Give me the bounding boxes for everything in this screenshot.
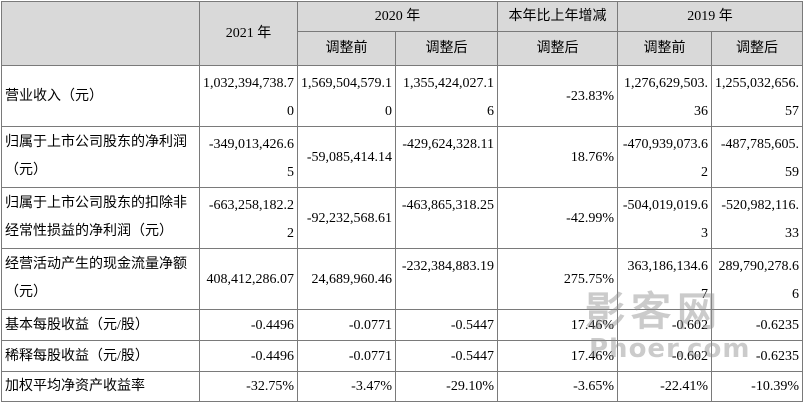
- header-change: 本年比上年增减: [497, 1, 618, 32]
- cell-2021: -663,258,182.22: [199, 187, 298, 249]
- table-row: 加权平均净资产收益率 -32.75% -3.47% -29.10% -3.65%…: [1, 371, 803, 402]
- cell-change: 275.75%: [497, 248, 618, 310]
- row-label: 营业收入（元）: [1, 65, 200, 127]
- cell-change: -42.99%: [497, 187, 618, 249]
- cell-2019-after: 289,790,278.66: [711, 248, 803, 310]
- cell-2019-after: -0.6235: [711, 309, 803, 341]
- cell-2021: 1,032,394,738.70: [199, 65, 298, 127]
- cell-2019-before: -470,939,073.62: [617, 126, 712, 188]
- header-2020-before: 调整前: [297, 31, 396, 66]
- cell-2021: -349,013,426.65: [199, 126, 298, 188]
- cell-change: -23.83%: [497, 65, 618, 127]
- cell-2019-before: -504,019,019.63: [617, 187, 712, 249]
- cell-2020-after: -232,384,883.19: [395, 248, 498, 310]
- header-2019-after: 调整后: [711, 31, 803, 66]
- cell-change: 17.46%: [497, 309, 618, 341]
- cell-2020-before: -92,232,568.61: [297, 187, 396, 249]
- row-label: 基本每股收益（元/股）: [1, 309, 200, 341]
- cell-2020-before: -3.47%: [297, 371, 396, 402]
- cell-2019-after: -10.39%: [711, 371, 803, 402]
- cell-2019-after: -520,982,116.33: [711, 187, 803, 249]
- header-row-years: 2021 年 2020 年 本年比上年增减 2019 年: [1, 1, 803, 66]
- cell-2020-after: -29.10%: [395, 371, 498, 402]
- cell-2020-after: 1,355,424,027.16: [395, 65, 498, 127]
- row-label: 加权平均净资产收益率: [1, 371, 200, 402]
- header-blank-cell: [1, 1, 200, 66]
- cell-2020-after: -0.5447: [395, 340, 498, 372]
- cell-2019-before: -22.41%: [617, 371, 712, 402]
- cell-2020-before: 1,569,504,579.10: [297, 65, 396, 127]
- cell-2021: -32.75%: [199, 371, 298, 402]
- cell-2020-after: -429,624,328.11: [395, 126, 498, 188]
- row-label: 稀释每股收益（元/股）: [1, 340, 200, 372]
- table-row: 归属于上市公司股东的扣除非经常性损益的净利润（元） -663,258,182.2…: [1, 187, 803, 249]
- cell-2021: 408,412,286.07: [199, 248, 298, 310]
- cell-2021: -0.4496: [199, 340, 298, 372]
- cell-2020-after: -0.5447: [395, 309, 498, 341]
- cell-2019-before: -0.602: [617, 309, 712, 341]
- cell-change: 18.76%: [497, 126, 618, 188]
- table-row: 基本每股收益（元/股） -0.4496 -0.0771 -0.5447 17.4…: [1, 309, 803, 341]
- header-2019-before: 调整前: [617, 31, 712, 66]
- table-row: 营业收入（元） 1,032,394,738.70 1,569,504,579.1…: [1, 65, 803, 127]
- header-change-after: 调整后: [497, 31, 618, 66]
- row-label: 归属于上市公司股东的扣除非经常性损益的净利润（元）: [1, 187, 200, 249]
- cell-2019-before: -0.602: [617, 340, 712, 372]
- header-2020-after: 调整后: [395, 31, 498, 66]
- cell-2020-before: 24,689,960.46: [297, 248, 396, 310]
- row-label: 经营活动产生的现金流量净额（元）: [1, 248, 200, 310]
- header-2019: 2019 年: [617, 1, 803, 32]
- table-row: 经营活动产生的现金流量净额（元） 408,412,286.07 24,689,9…: [1, 248, 803, 310]
- table-row: 稀释每股收益（元/股） -0.4496 -0.0771 -0.5447 17.4…: [1, 340, 803, 372]
- row-label: 归属于上市公司股东的净利润（元）: [1, 126, 200, 188]
- cell-2020-after: -463,865,318.25: [395, 187, 498, 249]
- cell-change: -3.65%: [497, 371, 618, 402]
- cell-2019-after: -487,785,605.59: [711, 126, 803, 188]
- header-row-sub: 调整前 调整后 调整后 调整前 调整后: [2, 31, 803, 66]
- cell-2021: -0.4496: [199, 309, 298, 341]
- cell-2019-before: 363,186,134.67: [617, 248, 712, 310]
- table-row: 归属于上市公司股东的净利润（元） -349,013,426.65 -59,085…: [1, 126, 803, 188]
- header-2021: 2021 年: [199, 1, 298, 66]
- cell-change: 17.46%: [497, 340, 618, 372]
- cell-2019-after: -0.6235: [711, 340, 803, 372]
- cell-2019-after: 1,255,032,656.57: [711, 65, 803, 127]
- header-2020: 2020 年: [297, 1, 498, 32]
- cell-2020-before: -0.0771: [297, 340, 396, 372]
- cell-2020-before: -59,085,414.14: [297, 126, 396, 188]
- cell-2019-before: 1,276,629,503.36: [617, 65, 712, 127]
- cell-2020-before: -0.0771: [297, 309, 396, 341]
